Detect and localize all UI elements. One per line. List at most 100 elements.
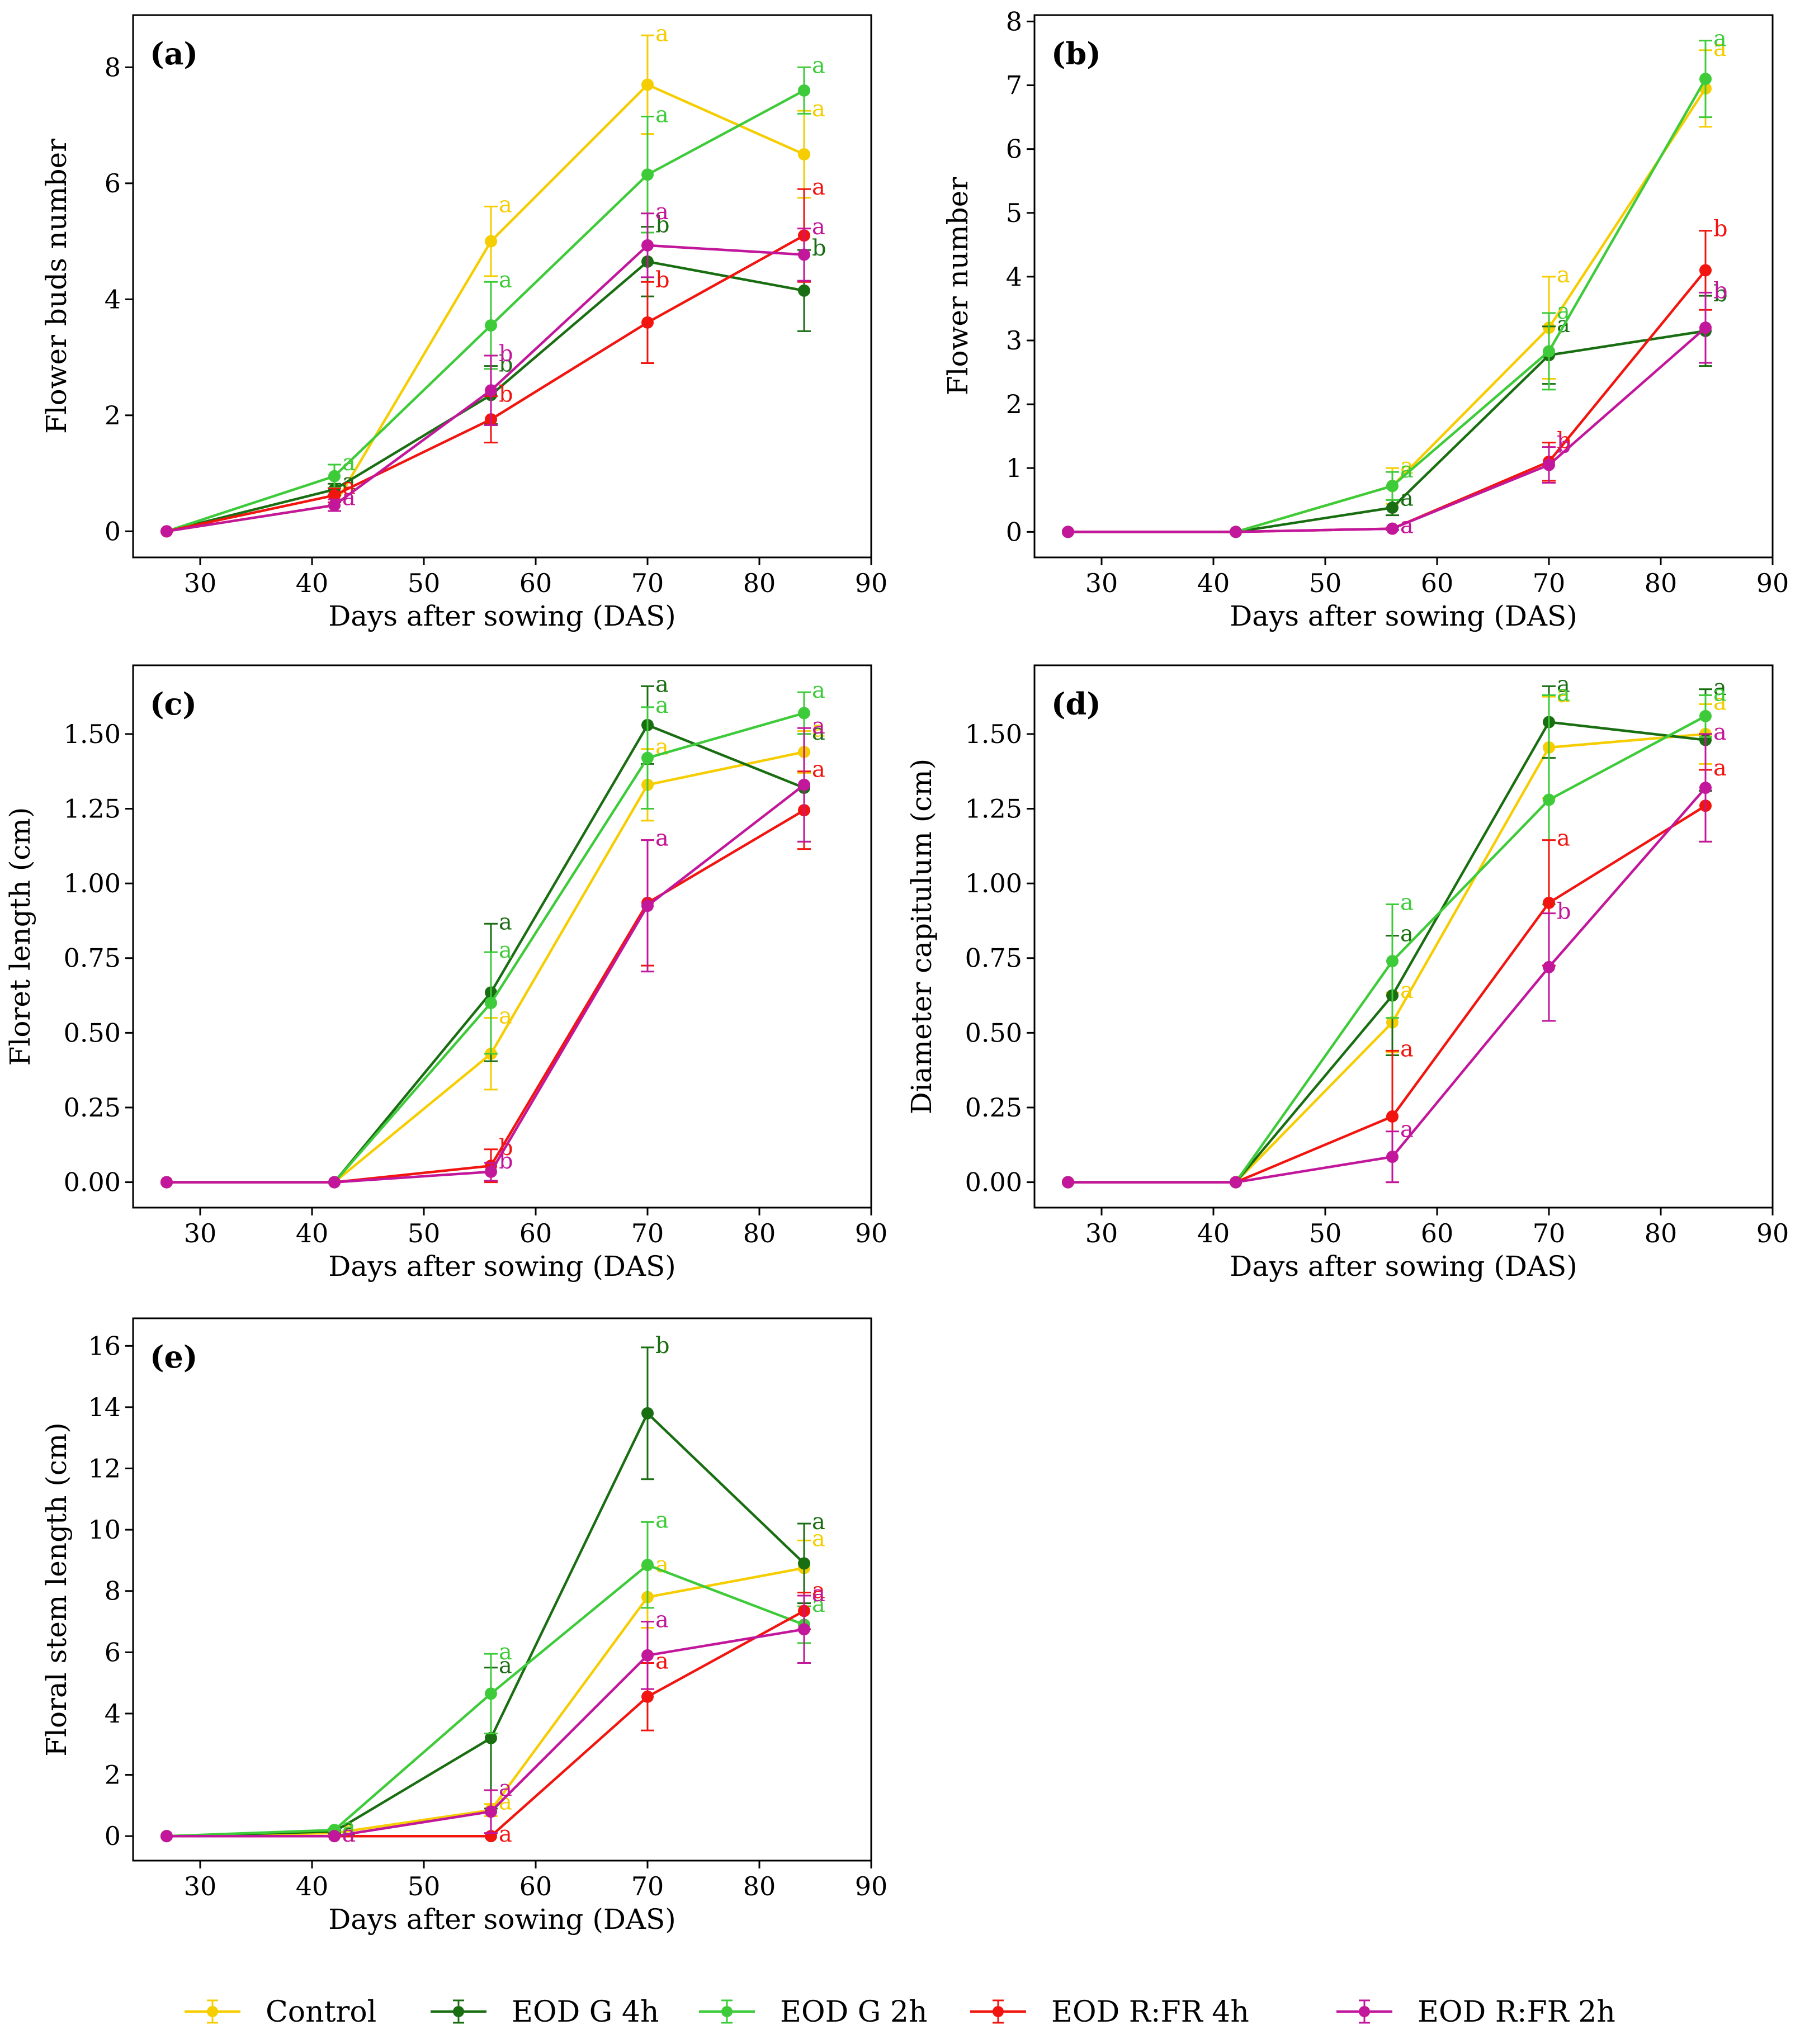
- plot-frame: [132, 1317, 872, 1862]
- data-point: [1699, 264, 1712, 277]
- y-tick-label: 12: [88, 1454, 121, 1484]
- data-point: [485, 319, 497, 332]
- significance-letter: a: [655, 671, 669, 697]
- series-line: [167, 784, 805, 1184]
- data-point: [798, 248, 810, 261]
- x-axis-label: Days after sowing (DAS): [328, 600, 676, 632]
- significance-letter: a: [655, 1649, 669, 1674]
- significance-letter: a: [1400, 978, 1414, 1004]
- panel-c: 30 40 50 60 70 80 90 0.00 0.25 0.50 0.75 1.00 1.25 1.…: [4, 664, 888, 1283]
- data-point: [485, 235, 497, 248]
- x-tick-label: 70: [631, 568, 664, 598]
- y-tick-label: 6: [1006, 134, 1022, 164]
- y-tick-label: 4: [105, 284, 121, 314]
- data-point: [328, 489, 341, 501]
- significance-letter: a: [499, 938, 512, 963]
- significance-letter: a: [1713, 755, 1727, 781]
- x-tick-label: 80: [1645, 568, 1678, 598]
- data-point: [1230, 1176, 1242, 1189]
- y-tick-label: 16: [88, 1331, 121, 1361]
- significance-letter: b: [1557, 899, 1571, 925]
- legend-marker: [993, 2006, 1004, 2017]
- series-line: [167, 809, 805, 1184]
- data-point: [641, 1690, 654, 1703]
- legend: Control EOD G 4h EOD G 2h EOD R:FR 4h EOD R:…: [185, 1995, 1615, 2029]
- plot-frame: [132, 14, 872, 559]
- data-point: [641, 1407, 654, 1420]
- x-tick-label: 30: [1085, 568, 1118, 598]
- significance-letter: b: [499, 341, 513, 367]
- y-axis-label: Floral stem length (cm): [40, 1422, 73, 1756]
- x-tick-label: 60: [1421, 568, 1454, 598]
- x-tick-label: 80: [743, 1218, 776, 1248]
- y-tick-label: 10: [88, 1515, 121, 1545]
- legend-item-rfr4: EOD R:FR 4h: [970, 1995, 1249, 2029]
- significance-letter: a: [812, 1509, 825, 1535]
- plot-frame: [1033, 14, 1774, 559]
- significance-letter: a: [342, 469, 356, 495]
- legend-item-g2: EOD G 2h: [699, 1995, 927, 2029]
- data-point: [328, 1176, 341, 1189]
- significance-letter: a: [1400, 513, 1414, 538]
- significance-letter: a: [1400, 1036, 1414, 1062]
- y-tick-label: 0.25: [64, 1092, 121, 1123]
- y-axis-label: Floret length (cm): [4, 807, 36, 1066]
- data-point: [485, 384, 497, 397]
- panel-e: 30 40 50 60 70 80 90 0 2 4 6 8 10 12 14 16 Days after so…: [40, 1317, 888, 1936]
- x-tick-label: 90: [855, 1871, 888, 1901]
- series-line: [167, 712, 805, 1184]
- y-tick-label: 0.75: [64, 943, 121, 973]
- series-line: [1068, 715, 1707, 1184]
- y-tick-label: 2: [1006, 389, 1022, 419]
- significance-letter: a: [1557, 826, 1570, 851]
- data-point: [1230, 526, 1242, 538]
- significance-letter: a: [812, 678, 825, 703]
- x-tick-label: 30: [184, 1218, 217, 1248]
- legend-item-control: Control: [185, 1995, 376, 2029]
- y-tick-label: 0.50: [965, 1018, 1022, 1048]
- x-tick-label: 80: [743, 568, 776, 598]
- significance-letter: a: [1400, 1117, 1414, 1143]
- significance-letter: a: [1400, 485, 1414, 511]
- y-tick-label: 6: [105, 168, 121, 198]
- legend-marker: [1359, 2006, 1370, 2017]
- y-tick-label: 8: [1006, 6, 1022, 36]
- y-tick-label: 0.00: [64, 1167, 121, 1198]
- y-tick-label: 2: [105, 400, 121, 430]
- series-line: [166, 1412, 805, 1838]
- plot-frame: [1033, 664, 1774, 1209]
- data-point: [641, 239, 654, 252]
- significance-letter: a: [655, 102, 669, 128]
- legend-item-rfr2: EOD R:FR 2h: [1336, 1995, 1615, 2029]
- legend-label: EOD R:FR 2h: [1418, 1995, 1615, 2029]
- data-point: [1543, 961, 1555, 973]
- x-tick-label: 90: [1756, 568, 1789, 598]
- significance-letter: b: [499, 1148, 513, 1174]
- significance-letter: a: [1400, 513, 1414, 538]
- significance-letter: a: [499, 909, 512, 935]
- significance-letter: a: [1400, 453, 1414, 479]
- x-tick-label: 50: [1309, 1218, 1342, 1248]
- x-tick-label: 90: [855, 1218, 888, 1248]
- series-line: [167, 750, 805, 1184]
- data-point: [1386, 501, 1399, 514]
- significance-letter: a: [812, 174, 825, 200]
- significance-letter: b: [1557, 428, 1571, 454]
- significance-letter: a: [812, 717, 825, 742]
- significance-letter: b: [1713, 281, 1728, 307]
- significance-letter: a: [655, 1552, 669, 1578]
- series-line: [1068, 721, 1706, 1184]
- series-line: [167, 723, 805, 1184]
- significance-letter: a: [812, 1578, 825, 1603]
- significance-letter: b: [1713, 216, 1728, 242]
- significance-letter: a: [655, 826, 669, 851]
- data-point: [1699, 709, 1712, 722]
- x-axis-label: Days after sowing (DAS): [328, 1903, 676, 1936]
- significance-letter: a: [655, 1507, 669, 1533]
- significance-letter: a: [655, 21, 669, 46]
- significance-letter: a: [1713, 680, 1727, 706]
- series-rfr4: a a a: [1062, 755, 1727, 1189]
